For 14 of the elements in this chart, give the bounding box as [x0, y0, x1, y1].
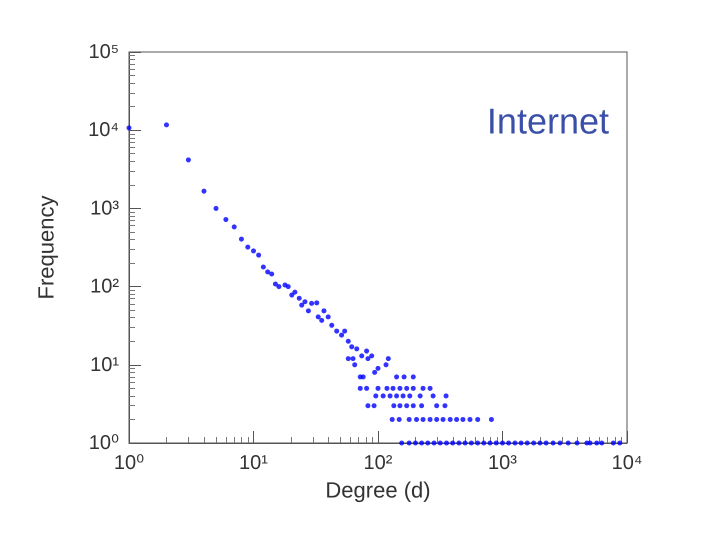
y-tick-label: 10³: [90, 197, 120, 220]
text: Internet: [486, 100, 610, 142]
x-axis-title: Degree (d): [325, 478, 431, 502]
y-tick-label: 10²: [90, 276, 120, 298]
y-tick-label: 10⁵: [88, 41, 119, 63]
y-tick-label: 10⁰: [88, 432, 119, 454]
y-tick-label: 10⁴: [88, 119, 119, 142]
y-tick-label: 10¹: [90, 354, 120, 376]
x-tick-label: 10⁰: [114, 452, 144, 474]
y-axis-title: Frequency: [34, 196, 58, 300]
x-tick-label: 10¹: [239, 452, 268, 474]
x-tick-label: 10²: [364, 452, 393, 474]
x-tick-label: 10⁴: [612, 452, 642, 474]
x-tick-label: 10³: [488, 452, 518, 474]
